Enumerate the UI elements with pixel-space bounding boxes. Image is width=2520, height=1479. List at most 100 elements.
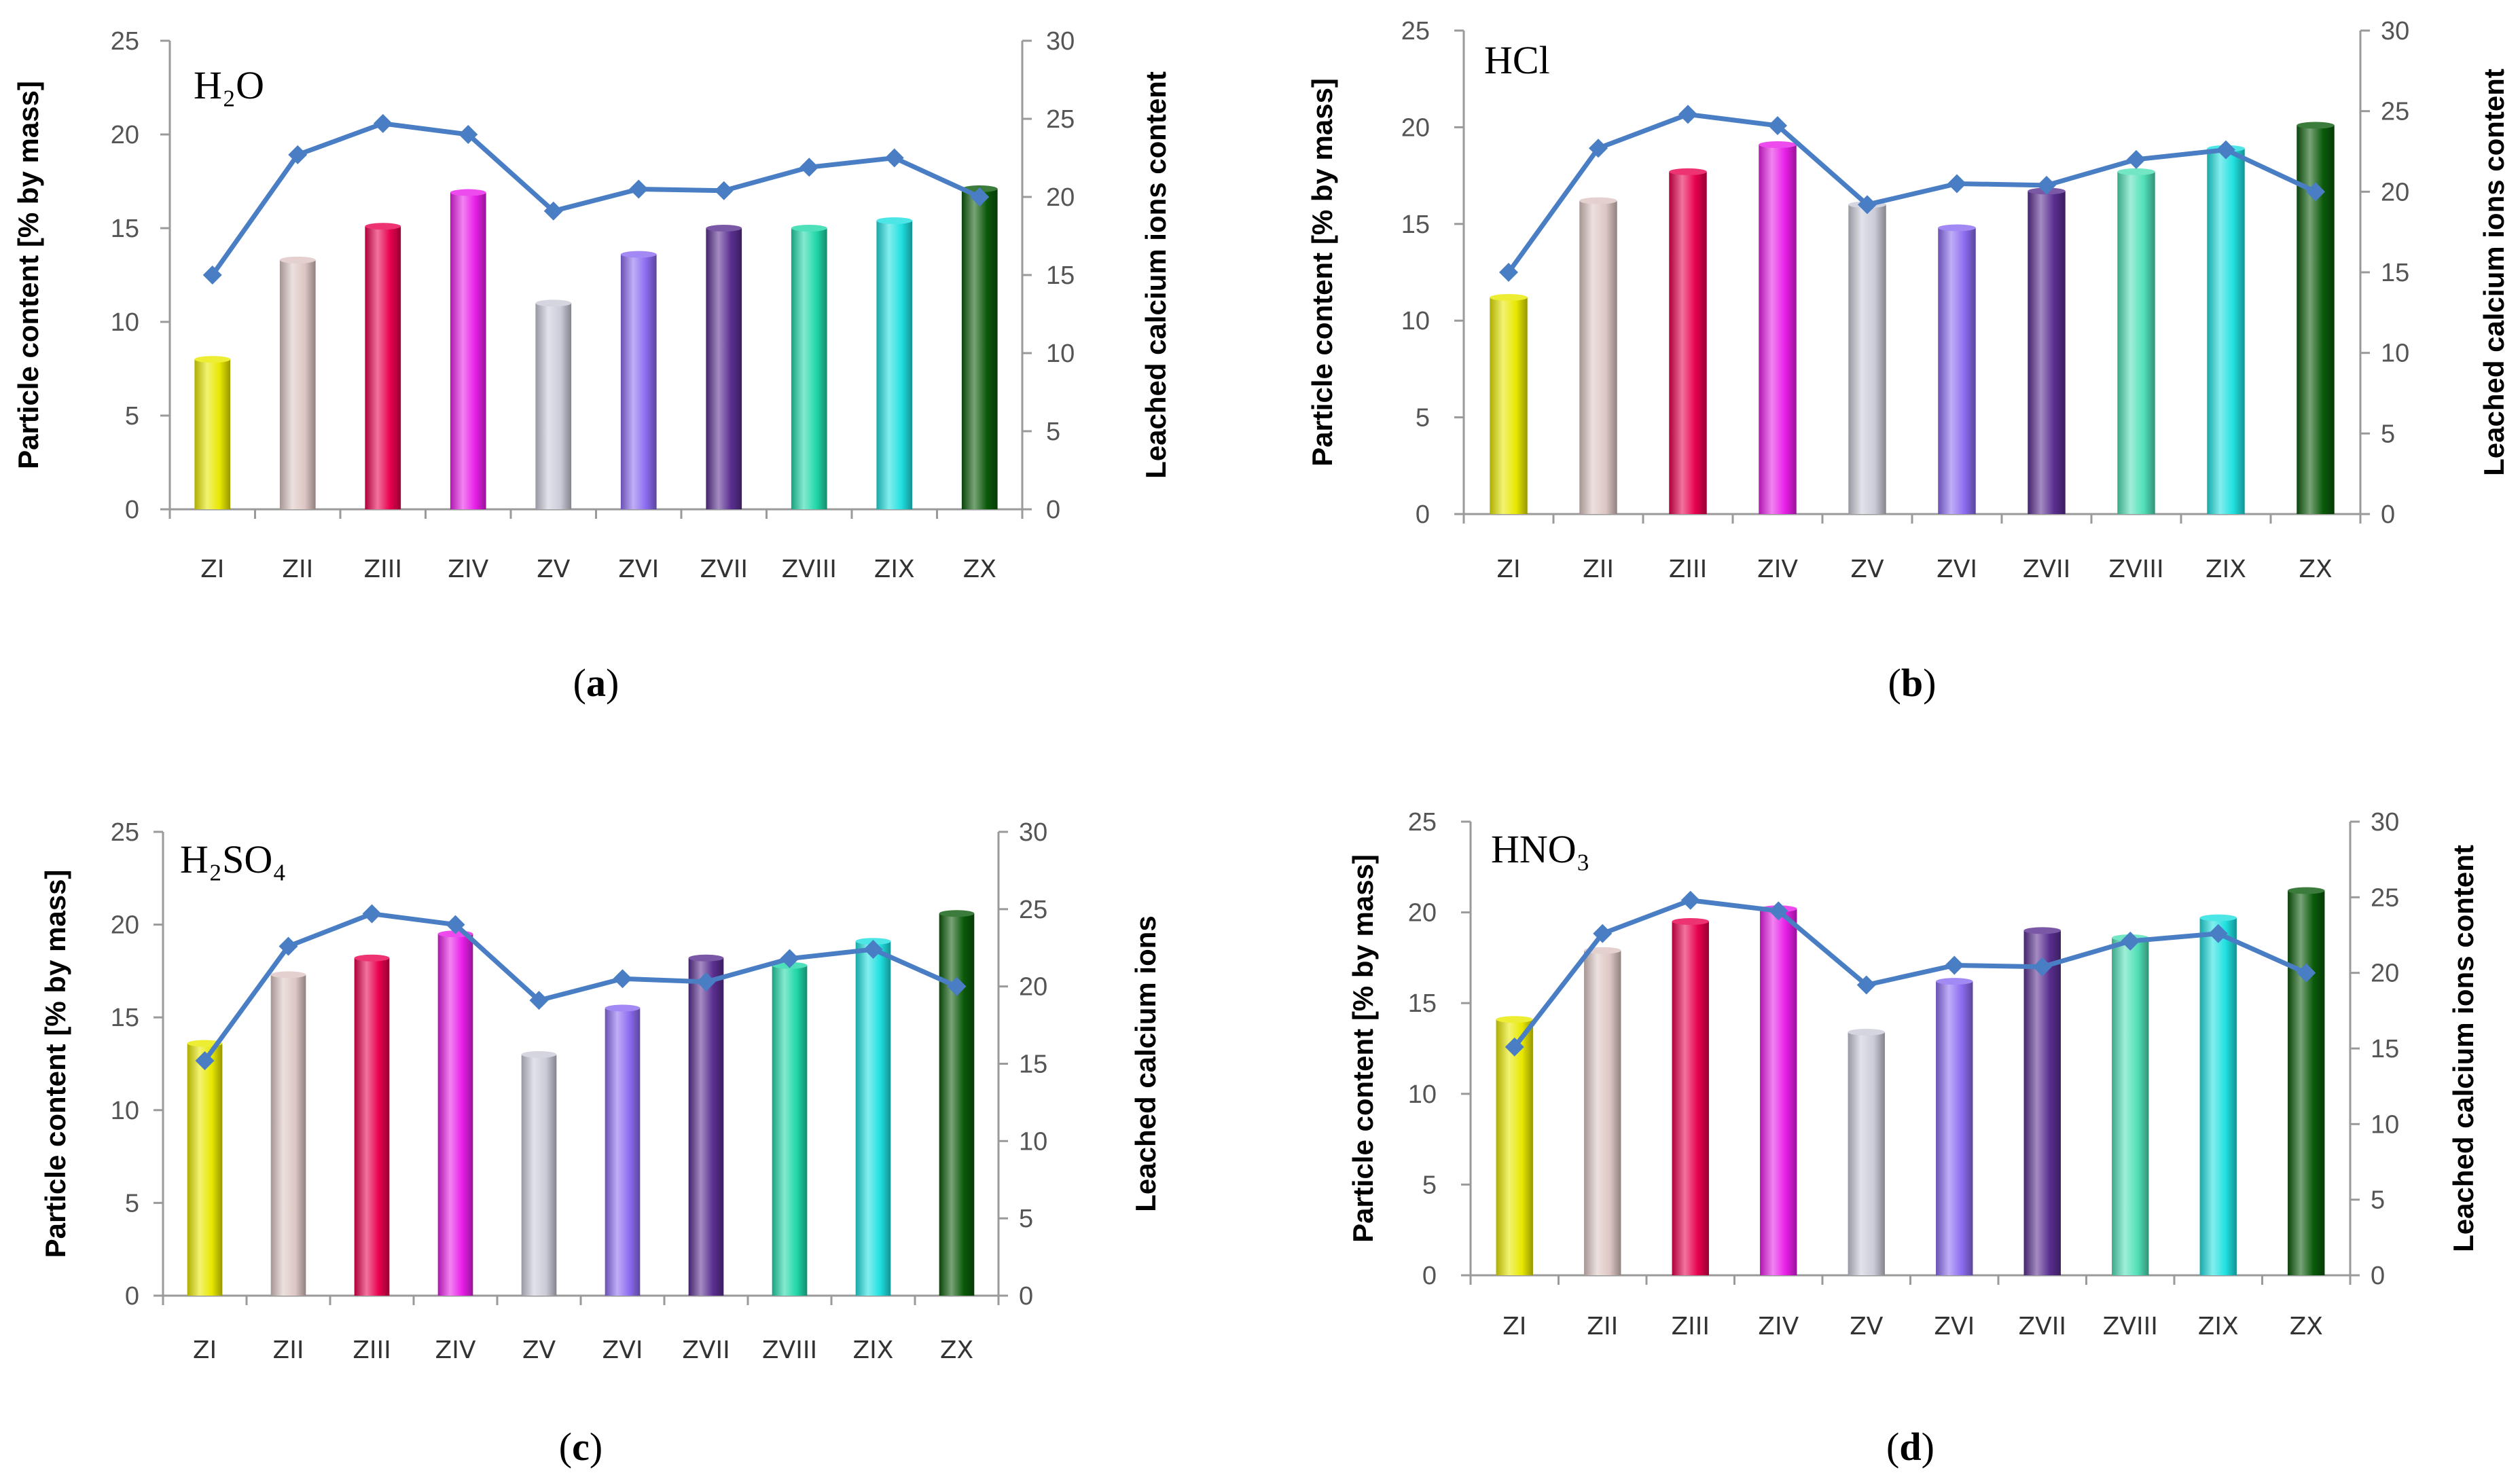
- line-point-ZII: [1589, 139, 1608, 158]
- bar-cap: [2023, 927, 2061, 934]
- bar-ZIX: [2199, 917, 2237, 1275]
- bar-ZIV: [450, 192, 486, 509]
- line-point-ZX: [970, 187, 990, 206]
- y2-axis-title: Leached calcium ions: [1130, 915, 1162, 1212]
- bar-ZIV: [437, 934, 473, 1296]
- y2-tick-label: 30: [1019, 818, 1047, 847]
- x-tick-label: ZIII: [353, 1336, 391, 1364]
- panel-label-letter: d: [1899, 1425, 1921, 1469]
- x-tick-label: ZV: [522, 1336, 556, 1364]
- x-tick-label: ZX: [963, 555, 996, 583]
- line-point-ZVIII: [799, 158, 819, 177]
- line-point-ZIX: [884, 148, 904, 168]
- bar-ZIII: [1669, 171, 1707, 515]
- line-point-ZIII: [362, 904, 382, 924]
- bar-cap: [354, 954, 390, 962]
- bar-ZVII: [2028, 191, 2066, 514]
- y2-tick-label: 20: [1019, 973, 1047, 1002]
- y-tick-label: 15: [1408, 989, 1437, 1018]
- bar-cap: [1496, 1016, 1533, 1023]
- y2-tick-label: 30: [1046, 27, 1075, 56]
- bar-cap: [521, 1051, 557, 1058]
- x-tick-label: ZIII: [1671, 1313, 1710, 1340]
- y2-tick-label: 25: [1019, 896, 1047, 924]
- y-tick-label: 20: [1408, 899, 1437, 928]
- bar-ZV: [1848, 204, 1886, 514]
- bar-cap: [2199, 914, 2237, 921]
- y2-tick-label: 30: [2381, 17, 2409, 45]
- y-tick-label: 15: [111, 1004, 139, 1032]
- y2-axis-title: Leached calcium ions content: [1140, 71, 1172, 479]
- chart-panel-c: 0 5 10 15 20 25 0 5 10 15 20 25 30 ZI ZII ZIII ZIV ZV ZVI Z…: [39, 818, 1162, 1469]
- y2-tick-label: 10: [2381, 340, 2409, 368]
- y-tick-label: 10: [111, 1097, 139, 1125]
- y-tick-label: 25: [1408, 808, 1437, 837]
- y-tick-label: 5: [125, 402, 139, 431]
- x-tick-label: ZVII: [2018, 1313, 2066, 1340]
- bar-cap: [450, 189, 486, 196]
- line-point-ZII: [1593, 924, 1613, 943]
- panel-label-letter: a: [586, 661, 606, 705]
- line-point-ZIII: [1680, 890, 1700, 910]
- bar-ZVI: [1938, 227, 1976, 514]
- y2-tick-label: 20: [2371, 960, 2399, 988]
- line-point-ZIV: [1768, 116, 1787, 136]
- line-point-ZIX: [2208, 924, 2228, 943]
- bar-ZVIII: [772, 965, 808, 1296]
- x-tick-label: ZVIII: [762, 1336, 817, 1364]
- y2-tick-label: 25: [2371, 883, 2399, 912]
- bar-ZI: [1490, 297, 1528, 514]
- y2-tick-label: 25: [2381, 98, 2409, 126]
- panel-title: HNO₃: [1491, 827, 1590, 871]
- y-tick-label: 10: [1408, 1080, 1437, 1109]
- bar-ZIX: [876, 220, 913, 509]
- line-point-ZVI: [613, 969, 632, 989]
- y-tick-label: 5: [125, 1189, 139, 1218]
- x-tick-label: ZIV: [448, 555, 488, 583]
- bar-cap: [2288, 887, 2325, 894]
- y-tick-label: 0: [1416, 500, 1430, 529]
- line-point-ZIV: [1769, 901, 1788, 921]
- y-tick-label: 5: [1422, 1171, 1437, 1199]
- x-tick-label: ZVIII: [782, 555, 837, 583]
- x-tick-label: ZIX: [853, 1336, 894, 1364]
- line-point-ZVII: [2032, 957, 2052, 976]
- line-point-ZX: [2306, 182, 2325, 202]
- bar-cap: [791, 225, 827, 232]
- bar-ZVIII: [791, 228, 827, 509]
- bar-ZIV: [1759, 145, 1797, 515]
- bar-ZVII: [706, 228, 742, 509]
- bar-ZX: [939, 913, 975, 1296]
- y-tick-label: 10: [1401, 307, 1430, 335]
- y-tick-label: 20: [1401, 113, 1430, 142]
- x-tick-label: ZI: [193, 1336, 217, 1364]
- bar-cap: [1848, 1028, 1885, 1036]
- x-tick-label: ZVII: [682, 1336, 730, 1364]
- bar-cap: [1579, 197, 1617, 204]
- x-tick-label: ZVI: [1934, 1313, 1975, 1340]
- y2-tick-label: 10: [1019, 1127, 1047, 1156]
- x-tick-label: ZVIII: [2103, 1313, 2158, 1340]
- panel-label-close: ): [1923, 661, 1936, 705]
- bar-cap: [270, 971, 306, 979]
- y2-tick-label: 25: [1046, 105, 1075, 134]
- x-tick-label: ZI: [1502, 1313, 1526, 1340]
- y2-tick-label: 15: [2371, 1035, 2399, 1063]
- x-tick-label: ZV: [537, 555, 571, 583]
- line-point-ZVII: [714, 181, 734, 200]
- x-tick-label: ZIII: [1669, 555, 1708, 583]
- bar-ZV: [535, 303, 572, 509]
- bar-cap: [876, 217, 913, 224]
- bar-ZVI: [605, 1008, 641, 1296]
- bar-ZIII: [365, 226, 401, 509]
- y-tick-label: 25: [111, 27, 139, 56]
- bar-ZV: [1848, 1031, 1885, 1275]
- bar-ZIII: [354, 957, 390, 1296]
- panel-label: (a): [573, 661, 619, 705]
- bar-ZIV: [1760, 909, 1797, 1275]
- y2-tick-label: 10: [2371, 1110, 2399, 1139]
- x-tick-label: ZVI: [602, 1336, 643, 1364]
- bar-cap: [2117, 168, 2155, 175]
- bar-cap: [1669, 168, 1707, 175]
- x-tick-label: ZI: [200, 555, 224, 583]
